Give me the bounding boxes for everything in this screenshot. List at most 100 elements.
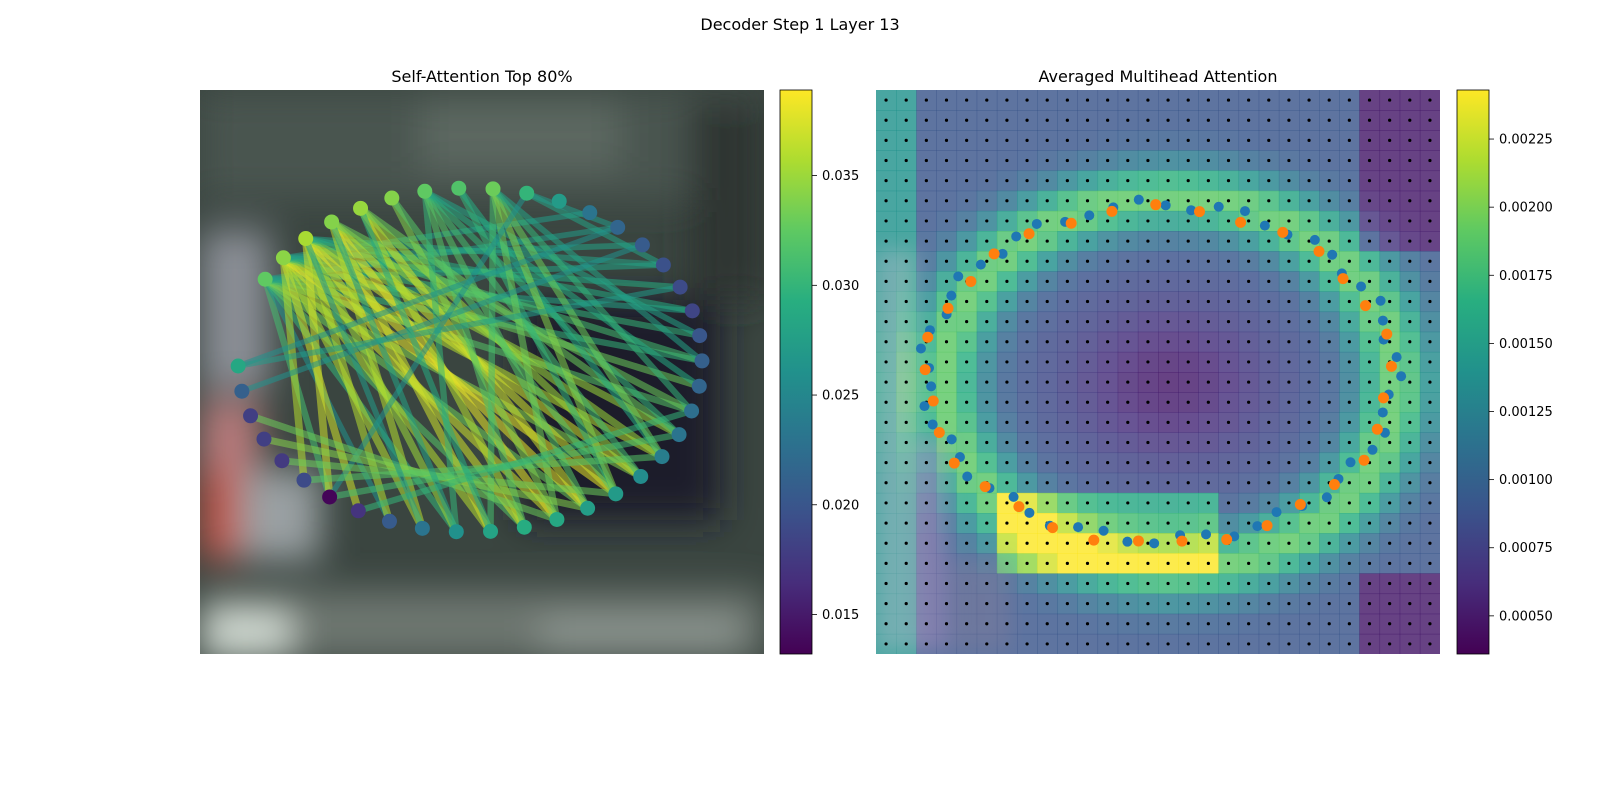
- grid-point: [1126, 239, 1130, 243]
- grid-point: [1025, 501, 1029, 505]
- grid-point: [1367, 541, 1372, 545]
- grid-point: [1126, 461, 1130, 465]
- grid-point: [884, 541, 888, 545]
- keypoint-blue: [1133, 194, 1144, 205]
- grid-point: [1347, 581, 1351, 586]
- grid-point: [884, 259, 888, 263]
- grid-point: [1146, 400, 1150, 404]
- grid-point: [884, 420, 888, 424]
- grid-point: [1025, 521, 1029, 525]
- grid-point: [1327, 118, 1331, 122]
- grid-point: [1287, 219, 1291, 223]
- grid-point: [1166, 581, 1170, 586]
- grid-point: [944, 158, 949, 163]
- grid-point: [1146, 98, 1150, 102]
- colorbar-tick-label: 0.00050: [1499, 609, 1553, 624]
- grid-point: [1287, 239, 1291, 243]
- grid-point: [1428, 380, 1432, 384]
- grid-point: [1005, 400, 1009, 404]
- grid-point: [884, 561, 888, 565]
- grid-point: [1126, 561, 1130, 565]
- grid-point: [1267, 239, 1271, 243]
- grid-point: [1126, 320, 1130, 324]
- grid-point: [1146, 642, 1150, 646]
- attention-node: [634, 237, 650, 253]
- grid-point: [1206, 420, 1210, 424]
- grid-point: [944, 138, 949, 142]
- grid-point: [1226, 561, 1231, 565]
- grid-point: [1005, 259, 1009, 263]
- grid-point: [1126, 481, 1130, 485]
- grid-point: [1247, 259, 1251, 263]
- grid-point: [1126, 420, 1130, 424]
- grid-point: [1126, 400, 1130, 404]
- grid-point: [1146, 461, 1150, 465]
- grid-point: [1126, 279, 1130, 283]
- grid-point: [1267, 118, 1271, 122]
- grid-point: [1206, 481, 1210, 485]
- grid-point: [1186, 561, 1190, 565]
- grid-point: [944, 461, 949, 465]
- grid-point: [1186, 622, 1190, 626]
- grid-point: [944, 219, 949, 223]
- keypoint-blue: [1396, 371, 1407, 382]
- keypoint-orange: [1358, 454, 1370, 466]
- grid-point: [1367, 179, 1372, 183]
- keypoint-blue: [1011, 231, 1022, 242]
- grid-point: [1287, 501, 1291, 505]
- keypoint-blue: [1356, 281, 1367, 292]
- grid-point: [1347, 602, 1351, 606]
- grid-point: [985, 360, 989, 364]
- attention-node: [451, 180, 467, 196]
- attention-node: [483, 523, 499, 539]
- grid-point: [1045, 360, 1049, 364]
- grid-point: [1287, 440, 1291, 445]
- keypoint-blue: [1391, 352, 1402, 363]
- grid-point: [1206, 440, 1210, 445]
- grid-point: [1206, 219, 1210, 223]
- keypoint-blue: [1122, 536, 1133, 547]
- keypoints-blue: [915, 194, 1407, 549]
- grid-point: [924, 259, 928, 263]
- grid-point: [1045, 642, 1049, 646]
- grid-point: [1428, 481, 1432, 485]
- grid-point: [1428, 118, 1432, 122]
- grid-point: [1166, 239, 1170, 243]
- grid-point: [1307, 199, 1311, 203]
- grid-point: [1186, 279, 1190, 283]
- grid-point: [1367, 561, 1372, 565]
- grid-point: [884, 340, 888, 344]
- grid-point: [1388, 581, 1392, 586]
- grid-point: [1126, 199, 1130, 203]
- keypoint-blue: [962, 471, 973, 482]
- grid-point: [1085, 179, 1090, 183]
- grid-point: [1388, 521, 1392, 525]
- grid-point: [904, 461, 908, 465]
- attention-node: [519, 185, 535, 201]
- grid-point: [1226, 199, 1231, 203]
- grid-point: [1327, 259, 1331, 263]
- grid-point: [944, 199, 949, 203]
- grid-point: [904, 380, 908, 384]
- grid-point: [1206, 320, 1210, 324]
- grid-point: [1327, 420, 1331, 424]
- grid-point: [1065, 340, 1069, 344]
- grid-point: [904, 320, 908, 324]
- grid-point: [1206, 642, 1210, 646]
- grid-point: [1247, 420, 1251, 424]
- grid-point: [1005, 501, 1009, 505]
- grid-point: [904, 440, 908, 445]
- grid-point: [985, 199, 989, 203]
- grid-point: [1045, 380, 1049, 384]
- keypoint-blue: [1213, 201, 1224, 212]
- keypoint-orange: [942, 302, 954, 314]
- grid-point: [1347, 118, 1351, 122]
- grid-point: [985, 219, 989, 223]
- grid-point: [1307, 259, 1311, 263]
- keypoint-blue: [1377, 407, 1388, 418]
- grid-point: [1367, 622, 1372, 626]
- grid-point: [1186, 521, 1190, 525]
- grid-point: [1025, 259, 1029, 263]
- grid-point: [1408, 279, 1412, 283]
- grid-point: [924, 461, 928, 465]
